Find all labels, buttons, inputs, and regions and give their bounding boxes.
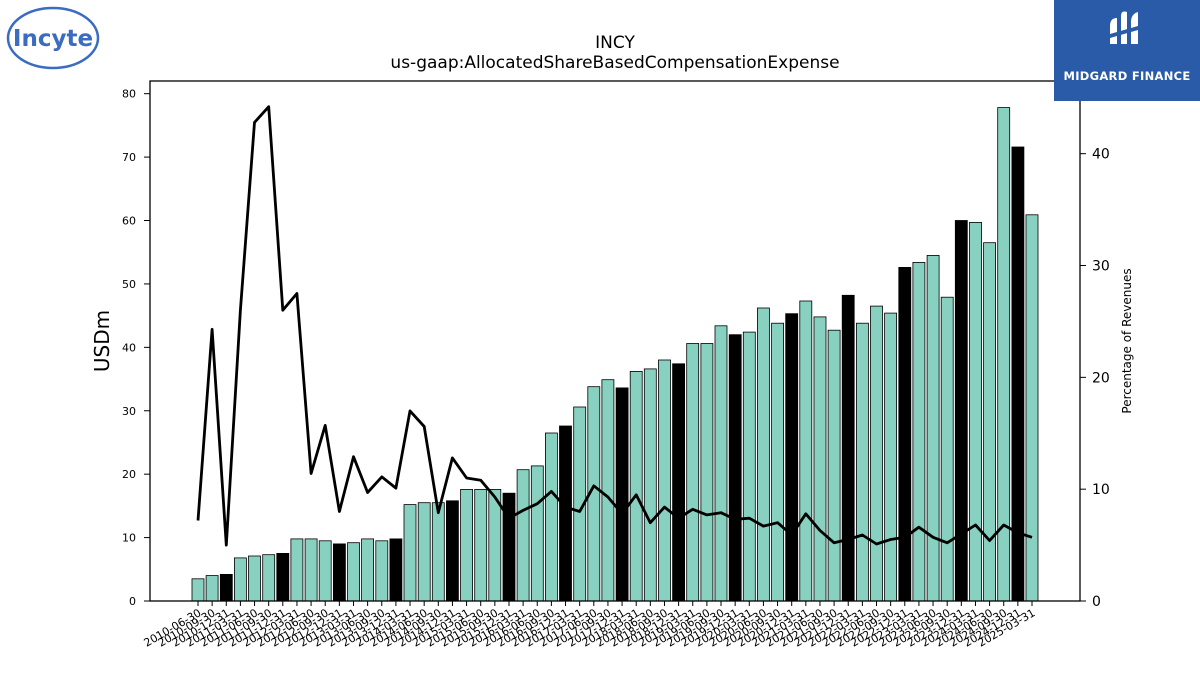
y2-axis-label: Percentage of Revenues [1120, 268, 1134, 413]
bar-series [191, 107, 1039, 602]
bar-2012-12-31 [332, 543, 346, 602]
bar-2019-03-31 [686, 343, 700, 602]
midgard-logo-text: MIDGARD FINANCE [1063, 69, 1191, 83]
incyte-logo: Incyte [6, 6, 102, 70]
midgard-finance-logo: MIDGARD FINANCE [1054, 0, 1200, 101]
y2-tick-label: 10 [1092, 482, 1110, 498]
bar-2012-03-31 [290, 538, 304, 602]
bar-2013-06-30 [361, 538, 375, 602]
bar-2022-12-31 [898, 266, 912, 602]
bar-2022-03-31 [856, 322, 869, 602]
y-axis-label: USDm [90, 310, 114, 372]
midgard-mark-icon [1110, 11, 1138, 44]
bar-2022-06-30 [870, 305, 883, 602]
bar-2015-03-31 [460, 488, 474, 602]
bar-2025-03-31 [1025, 214, 1039, 602]
bar-2022-09-30 [884, 312, 897, 602]
y2-tick-label: 20 [1092, 370, 1110, 386]
bar-2019-12-31 [728, 334, 742, 602]
bar-2016-03-31 [516, 469, 530, 602]
bar-2015-06-30 [474, 488, 488, 602]
bar-2011-12-31 [276, 553, 290, 602]
bar-2011-06-30 [248, 555, 261, 602]
bar-2023-12-31 [954, 220, 968, 602]
bar-2024-03-31 [969, 221, 982, 602]
bar-2014-03-31 [403, 504, 417, 602]
bar-2010-12-31 [219, 574, 233, 602]
plot-frame [149, 80, 1081, 602]
bar-2021-03-31 [799, 300, 813, 602]
bar-2013-12-31 [389, 538, 403, 602]
bar-2024-06-30 [983, 242, 996, 602]
bar-2012-09-30 [318, 540, 332, 602]
bar-2021-12-31 [841, 294, 855, 602]
bar-2018-06-30 [643, 368, 657, 602]
y-tick-label: 80 [122, 88, 136, 101]
y-tick-label: 30 [122, 405, 136, 418]
bar-2023-09-30 [940, 296, 954, 602]
left-axis-ticks: 0 10 20 30 40 50 60 70 80 [122, 88, 150, 608]
bar-2013-09-30 [375, 540, 389, 602]
bar-2018-12-31 [672, 363, 685, 602]
bar-2020-06-30 [757, 307, 770, 602]
bar-2011-09-30 [262, 554, 276, 602]
bar-2010-06-30 [191, 578, 205, 602]
incyte-logo-text: Incyte [13, 26, 93, 52]
bar-2012-06-30 [304, 538, 318, 602]
bar-2016-06-30 [530, 465, 544, 602]
bar-2016-09-30 [545, 432, 558, 602]
bar-2020-12-31 [785, 313, 799, 602]
y-tick-label: 0 [129, 595, 136, 608]
bar-2018-03-31 [629, 370, 643, 602]
y2-tick-label: 40 [1092, 147, 1110, 163]
y2-tick-label: 0 [1092, 594, 1101, 610]
bar-2016-12-31 [559, 425, 572, 602]
bar-2018-09-30 [658, 359, 671, 602]
bar-2015-09-30 [488, 488, 502, 602]
y-tick-label: 40 [122, 341, 136, 354]
y-tick-label: 70 [122, 151, 136, 164]
bar-2015-12-31 [502, 492, 516, 602]
bar-2013-03-31 [347, 542, 360, 602]
y-tick-label: 20 [122, 468, 136, 481]
bar-2011-03-31 [233, 557, 247, 602]
y-tick-label: 50 [122, 278, 136, 291]
bar-2014-12-31 [445, 500, 459, 602]
percentage-line [196, 105, 1033, 547]
y2-tick-label: 30 [1092, 259, 1110, 275]
bar-2010-09-30 [205, 575, 219, 602]
right-axis-ticks: 0 10 20 30 40 [1080, 147, 1110, 610]
bar-2020-03-31 [742, 331, 756, 602]
y-tick-label: 10 [122, 532, 136, 545]
bar-2017-09-30 [601, 379, 615, 602]
bar-2019-09-30 [714, 325, 728, 602]
bar-2021-06-30 [813, 316, 827, 602]
x-axis-ticks: 2010-06-302010-09-302010-12-312011-03-31… [142, 601, 1038, 650]
bar-2014-06-30 [417, 502, 431, 602]
bar-2014-09-30 [431, 502, 445, 602]
bar-2023-06-30 [926, 254, 940, 602]
chart-title: INCY [595, 33, 635, 53]
bar-2021-09-30 [827, 329, 841, 602]
bar-2020-09-30 [771, 322, 784, 602]
bar-2023-03-31 [912, 261, 926, 602]
bar-2019-06-30 [700, 343, 714, 602]
chart-subtitle: us-gaap:AllocatedShareBasedCompensationE… [390, 53, 840, 73]
y-tick-label: 60 [122, 215, 136, 228]
bar-2017-12-31 [615, 387, 629, 602]
